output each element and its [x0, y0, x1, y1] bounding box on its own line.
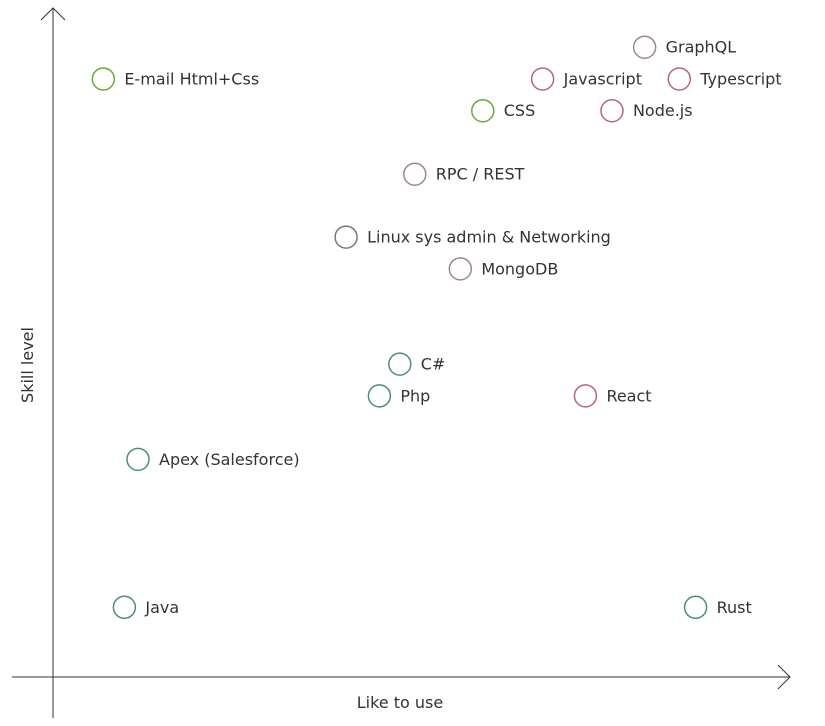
data-point: C# — [388, 352, 446, 376]
data-point: Php — [367, 384, 430, 408]
point-marker — [367, 384, 392, 408]
x-axis-arrowhead — [777, 664, 791, 690]
point-label: Php — [400, 386, 430, 405]
point-marker — [334, 225, 358, 249]
data-point: Java — [112, 595, 179, 620]
data-point: Javascript — [530, 67, 642, 91]
y-axis-label: Skill level — [18, 327, 37, 403]
point-label: Java — [144, 598, 179, 617]
point-marker — [126, 447, 150, 472]
data-point: Rust — [683, 595, 752, 620]
point-marker — [667, 67, 692, 91]
data-point: React — [573, 384, 652, 408]
point-label: CSS — [504, 101, 535, 120]
point-marker — [632, 35, 657, 59]
data-point: Node.js — [600, 98, 693, 123]
x-axis-label: Like to use — [357, 693, 443, 712]
data-point: Apex (Salesforce) — [126, 447, 300, 472]
point-label: Node.js — [633, 101, 693, 120]
point-label: Apex (Salesforce) — [159, 450, 300, 469]
point-marker — [683, 595, 708, 620]
point-marker — [573, 384, 598, 408]
data-point: MongoDB — [448, 257, 558, 281]
point-label: MongoDB — [481, 259, 558, 278]
data-point: GraphQL — [632, 35, 737, 59]
point-label: Typescript — [699, 69, 781, 88]
data-point: E-mail Html+Css — [91, 67, 259, 91]
data-points-layer: GraphQL E-mail Html+Css Javascript Typescri… — [91, 35, 782, 620]
point-label: Linux sys admin & Networking — [367, 228, 611, 247]
point-label: RPC / REST — [436, 165, 525, 184]
data-point: Linux sys admin & Networking — [334, 225, 611, 249]
data-point: Typescript — [667, 67, 782, 91]
point-label: React — [606, 386, 651, 405]
point-marker — [448, 257, 473, 281]
point-marker — [403, 162, 427, 186]
point-marker — [530, 67, 555, 91]
point-marker — [388, 352, 412, 376]
point-marker — [91, 67, 116, 91]
point-marker — [471, 98, 495, 123]
point-label: C# — [421, 355, 446, 374]
point-label: E-mail Html+Css — [124, 69, 259, 88]
point-label: Rust — [717, 598, 752, 617]
point-marker — [600, 98, 624, 123]
data-point: RPC / REST — [403, 162, 525, 186]
data-point: CSS — [471, 98, 535, 123]
point-label: Javascript — [563, 69, 642, 88]
point-label: GraphQL — [666, 38, 737, 57]
y-axis-arrowhead — [40, 7, 66, 21]
point-marker — [112, 595, 137, 620]
